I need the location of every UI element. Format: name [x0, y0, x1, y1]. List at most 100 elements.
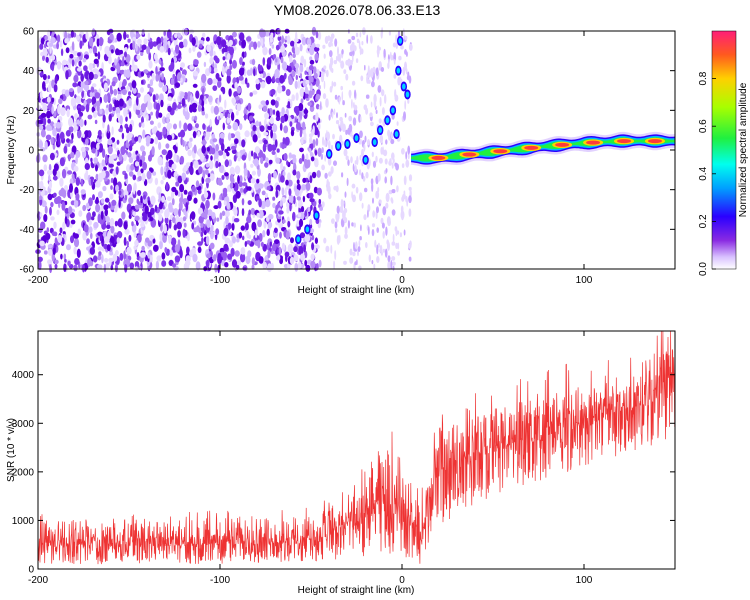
noise-speckle	[365, 171, 369, 179]
noise-speckle	[149, 79, 154, 87]
noise-speckle	[355, 58, 359, 63]
noise-speckle	[147, 251, 151, 259]
noise-speckle	[140, 195, 143, 204]
noise-speckle	[292, 211, 296, 222]
noise-speckle	[302, 177, 307, 183]
spectrogram-signal-band	[411, 131, 675, 168]
noise-speckle	[136, 170, 142, 177]
noise-speckle	[363, 214, 367, 221]
noise-speckle	[224, 111, 228, 119]
noise-speckle	[270, 88, 276, 96]
noise-speckle	[371, 182, 374, 193]
noise-speckle	[407, 153, 410, 160]
noise-speckle	[86, 238, 90, 245]
noise-speckle	[351, 35, 356, 41]
noise-speckle	[309, 59, 315, 65]
noise-speckle	[47, 259, 53, 265]
noise-speckle	[209, 56, 214, 65]
noise-speckle	[230, 145, 237, 150]
noise-speckle	[216, 217, 220, 222]
noise-speckle	[53, 231, 58, 237]
noise-speckle	[291, 71, 296, 77]
noise-speckle	[102, 148, 106, 158]
noise-speckle	[170, 47, 174, 53]
noise-speckle	[96, 142, 100, 151]
noise-speckle	[110, 185, 113, 190]
noise-speckle	[111, 199, 117, 206]
noise-speckle	[210, 147, 216, 155]
noise-speckle	[206, 219, 211, 228]
noise-speckle	[391, 189, 396, 194]
noise-speckle	[265, 192, 269, 199]
noise-speckle	[370, 121, 374, 127]
noise-speckle	[308, 192, 314, 199]
noise-speckle	[73, 74, 79, 83]
noise-speckle	[242, 235, 245, 241]
noise-speckle	[44, 43, 47, 49]
noise-speckle	[199, 43, 203, 49]
noise-speckle	[42, 103, 48, 112]
noise-speckle	[108, 155, 114, 164]
noise-speckle	[52, 175, 58, 181]
noise-speckle	[169, 249, 173, 257]
noise-speckle	[314, 237, 318, 244]
noise-speckle	[187, 91, 191, 97]
noise-speckle	[75, 95, 82, 105]
noise-speckle	[70, 151, 75, 159]
snr-x-tick-label: 100	[576, 575, 593, 586]
noise-speckle	[128, 91, 132, 96]
noise-speckle	[47, 29, 51, 39]
noise-speckle	[299, 253, 306, 261]
noise-speckle	[147, 32, 151, 41]
noise-speckle	[335, 228, 338, 233]
noise-speckle	[112, 253, 118, 262]
noise-speckle	[86, 202, 90, 209]
noise-speckle	[217, 181, 223, 186]
noise-speckle	[334, 94, 338, 100]
noise-speckle	[95, 164, 98, 172]
noise-speckle	[367, 139, 370, 146]
noise-speckle	[350, 156, 353, 164]
noise-speckle	[276, 148, 280, 153]
noise-speckle	[241, 39, 247, 49]
noise-speckle	[97, 51, 101, 60]
noise-speckle	[258, 139, 264, 144]
noise-speckle	[208, 65, 212, 74]
noise-speckle	[375, 109, 378, 114]
noise-speckle	[215, 143, 219, 152]
noise-speckle	[232, 31, 237, 38]
noise-speckle	[338, 234, 341, 243]
noise-speckle	[148, 52, 152, 61]
noise-speckle	[408, 75, 412, 84]
noise-speckle	[260, 200, 266, 210]
noise-speckle	[298, 102, 304, 112]
noise-speckle	[272, 76, 275, 83]
spectrogram-y-tick-label: 40	[23, 66, 35, 77]
noise-speckle	[109, 251, 114, 256]
noise-speckle	[391, 209, 396, 216]
noise-speckle	[43, 117, 47, 126]
spectrogram-y-ticks: -60 -40 -20 0 20 40 60	[20, 27, 675, 276]
noise-speckle	[299, 44, 303, 52]
noise-speckle	[303, 58, 307, 68]
noise-speckle	[201, 32, 206, 38]
noise-speckle	[219, 194, 222, 200]
noise-speckle	[207, 173, 211, 178]
noise-speckle	[254, 229, 258, 239]
noise-speckle	[38, 124, 44, 131]
noise-speckle	[48, 180, 53, 189]
noise-speckle	[74, 58, 77, 67]
colorbar-tick-label: 0.8	[698, 71, 709, 85]
noise-speckle	[285, 179, 289, 186]
noise-speckle	[205, 154, 209, 160]
noise-speckle	[42, 154, 48, 163]
noise-speckle	[376, 227, 380, 233]
noise-speckle	[130, 30, 134, 38]
noise-speckle	[49, 206, 52, 216]
noise-speckle	[254, 146, 260, 154]
noise-speckle	[317, 122, 321, 130]
noise-speckle	[359, 169, 362, 176]
noise-speckle	[141, 150, 146, 157]
noise-speckle	[296, 183, 301, 191]
noise-speckle	[360, 224, 362, 232]
